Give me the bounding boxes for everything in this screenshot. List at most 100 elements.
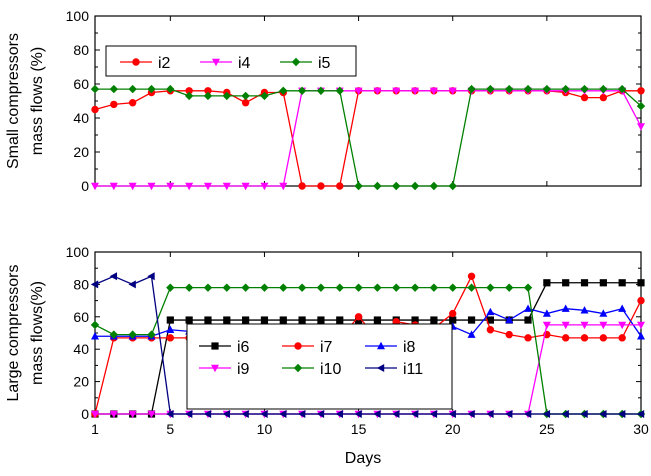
data-point-i2 xyxy=(128,99,137,107)
data-point-i2 xyxy=(336,182,344,190)
data-point-i10 xyxy=(90,320,100,330)
data-point-i8 xyxy=(561,304,570,312)
data-point-i4 xyxy=(411,87,420,95)
bottom-x-axis-label: Days xyxy=(345,450,381,467)
bottom-x-tick-label: 5 xyxy=(166,421,174,437)
top-series-i2 xyxy=(91,87,645,190)
data-point-i5 xyxy=(316,86,326,95)
legend-label-i4: i4 xyxy=(238,55,251,72)
data-point-i4 xyxy=(429,87,438,95)
top-y-tick-label: 20 xyxy=(73,144,89,160)
bottom-y-tick-label: 100 xyxy=(66,244,90,260)
data-point-i10 xyxy=(241,283,250,292)
legend-marker-i9 xyxy=(211,364,219,373)
bottom-y-tick-label: 40 xyxy=(73,341,89,357)
data-point-i9 xyxy=(542,321,551,330)
legend-marker-i10 xyxy=(293,363,303,373)
data-point-i4 xyxy=(166,182,175,191)
legend-marker-i7 xyxy=(294,342,302,350)
data-point-i5 xyxy=(90,84,100,94)
legend-label-i11: i11 xyxy=(403,361,423,378)
data-point-i6 xyxy=(185,316,193,324)
data-point-i11 xyxy=(147,272,155,281)
data-point-i2 xyxy=(317,182,325,190)
data-point-i5 xyxy=(279,86,288,95)
data-point-i4 xyxy=(241,182,250,191)
data-point-i9 xyxy=(599,321,608,330)
data-point-i6 xyxy=(430,316,438,324)
data-point-i5 xyxy=(241,91,250,101)
data-point-i11 xyxy=(335,410,343,418)
data-point-i11 xyxy=(109,272,118,281)
data-point-i10 xyxy=(410,283,420,292)
data-point-i11 xyxy=(354,410,362,418)
bottom-legend-box xyxy=(186,323,453,410)
data-point-i6 xyxy=(599,279,607,287)
data-point-i7 xyxy=(449,309,457,318)
legend-label-i10: i10 xyxy=(320,361,341,378)
data-point-i11 xyxy=(542,410,551,418)
data-point-i6 xyxy=(543,279,551,287)
legend-marker-i5 xyxy=(291,57,301,67)
top-y-tick-label: 80 xyxy=(73,42,89,58)
data-point-i11 xyxy=(316,410,325,418)
data-point-i6 xyxy=(637,279,645,287)
data-point-i11 xyxy=(279,410,287,418)
data-point-i8 xyxy=(467,330,476,338)
bottom-legend: i6 i7 i8 i9 i10 i11 xyxy=(186,323,453,410)
data-point-i8 xyxy=(91,332,99,340)
bottom-x-tick-label: 10 xyxy=(257,421,273,437)
data-point-i6 xyxy=(260,316,269,324)
data-point-i6 xyxy=(524,316,532,324)
data-point-i10 xyxy=(279,283,288,292)
data-point-i8 xyxy=(599,309,608,317)
data-point-i6 xyxy=(580,279,589,287)
data-point-i2 xyxy=(110,100,118,109)
bottom-series-i6 xyxy=(91,279,645,418)
data-point-i10 xyxy=(147,330,156,339)
data-point-i4 xyxy=(109,182,118,191)
data-point-i5 xyxy=(373,181,382,191)
top-series-i5 xyxy=(90,84,646,191)
legend-marker-i4 xyxy=(212,58,220,67)
data-point-i9 xyxy=(128,410,137,419)
data-point-i4 xyxy=(128,182,137,191)
data-point-i10 xyxy=(203,283,213,292)
data-point-i5 xyxy=(523,84,533,94)
data-point-i5 xyxy=(448,181,457,191)
data-point-i4 xyxy=(392,87,401,95)
data-point-i4 xyxy=(185,182,194,191)
data-point-i7 xyxy=(166,334,175,342)
data-point-i5 xyxy=(429,181,439,191)
data-point-i11 xyxy=(448,410,456,418)
data-point-i9 xyxy=(580,321,589,330)
data-point-i7 xyxy=(505,330,513,339)
bottom-y-tick-label: 60 xyxy=(73,309,89,325)
data-point-i4 xyxy=(448,87,457,95)
data-point-i6 xyxy=(336,316,344,324)
top-y-axis-label-line: mass flows (%) xyxy=(29,47,46,155)
data-point-i6 xyxy=(298,316,306,324)
data-point-i8 xyxy=(637,332,645,340)
data-point-i8 xyxy=(505,315,514,324)
data-point-i7 xyxy=(354,313,363,321)
data-point-i10 xyxy=(354,283,363,292)
bottom-x-tick-label: 25 xyxy=(539,421,555,437)
data-point-i7 xyxy=(486,326,495,334)
data-point-i10 xyxy=(505,283,514,292)
data-point-i4 xyxy=(260,182,269,191)
data-point-i5 xyxy=(467,84,476,94)
legend-label-i5: i5 xyxy=(318,55,331,72)
data-point-i5 xyxy=(147,84,156,94)
bottom-y-axis-label-line: mass flows(%) xyxy=(29,281,46,385)
legend-marker-i6 xyxy=(211,342,219,350)
data-point-i9 xyxy=(147,410,156,419)
data-point-i11 xyxy=(429,410,438,418)
data-point-i4 xyxy=(279,182,288,191)
data-point-i11 xyxy=(166,410,174,418)
bottom-series-i11 xyxy=(90,272,645,418)
bottom-x-tick-label: 20 xyxy=(445,421,461,437)
data-point-i6 xyxy=(562,279,570,287)
data-point-i5 xyxy=(297,86,307,95)
data-point-i5 xyxy=(542,84,552,94)
